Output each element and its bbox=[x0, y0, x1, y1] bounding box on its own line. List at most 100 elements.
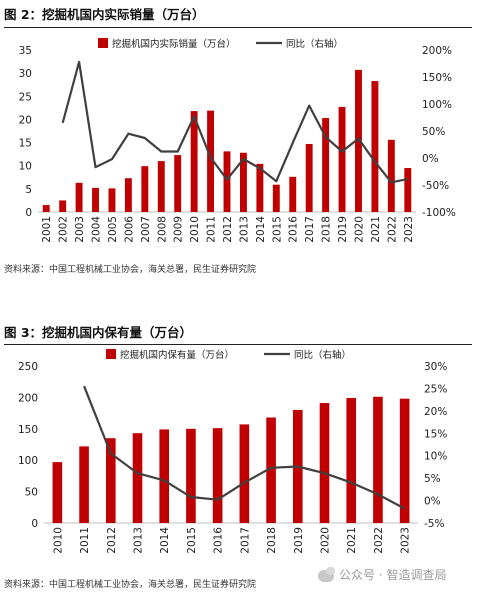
y2-tick-label: 10% bbox=[424, 451, 447, 463]
y2-tick-label: 5% bbox=[424, 473, 441, 485]
x-tick-label: 2023 bbox=[403, 216, 415, 243]
y-tick-label: 100 bbox=[18, 455, 38, 467]
bar bbox=[157, 161, 165, 212]
y2-tick-label: 50% bbox=[422, 126, 445, 138]
y-tick-label: 35 bbox=[19, 45, 32, 57]
bar bbox=[159, 429, 170, 523]
x-tick-label: 2006 bbox=[123, 216, 135, 243]
x-tick-label: 2009 bbox=[173, 216, 185, 243]
x-tick-label: 2004 bbox=[91, 216, 103, 243]
y2-tick-label: 20% bbox=[424, 406, 447, 418]
y-tick-label: 0 bbox=[31, 518, 38, 530]
y2-tick-label: 25% bbox=[424, 383, 447, 395]
y2-tick-label: 30% bbox=[424, 361, 447, 373]
y2-tick-label: 15% bbox=[424, 428, 447, 440]
y-tick-label: 5 bbox=[25, 184, 32, 196]
bar bbox=[305, 143, 313, 212]
x-tick-label: 2019 bbox=[293, 527, 305, 554]
figure-2-source: 资料来源：中国工程机械工业协会，海关总署，民生证券研究院 bbox=[4, 265, 257, 275]
bar bbox=[124, 178, 132, 212]
bar bbox=[42, 205, 50, 212]
bar bbox=[373, 396, 383, 523]
y2-tick-label: -50% bbox=[422, 180, 449, 192]
figure-3-title-rule bbox=[4, 344, 472, 345]
figure-2-title-rule bbox=[4, 27, 472, 28]
bar bbox=[174, 155, 182, 212]
sales-chart: 0 5 10 15 20 25 30 35 -100% -50% 0% 50% 100% 150% 200%… bbox=[19, 38, 456, 243]
y2-tick-label: 200% bbox=[422, 45, 452, 57]
bar bbox=[108, 188, 116, 212]
y-tick-label: 50 bbox=[25, 487, 38, 499]
x-tick-label: 2005 bbox=[107, 216, 119, 243]
x-tick-label: 2016 bbox=[288, 216, 300, 243]
bar bbox=[207, 110, 215, 212]
bar bbox=[256, 163, 264, 212]
x-tick-label: 2012 bbox=[222, 216, 234, 243]
bar bbox=[105, 438, 116, 523]
x-tick-label: 2017 bbox=[304, 216, 316, 243]
legend-line-label: 同比（右轴） bbox=[294, 349, 351, 361]
y-tick-label: 20 bbox=[19, 114, 32, 126]
x-tick-label: 2022 bbox=[386, 216, 398, 243]
x-tick-label: 2003 bbox=[74, 216, 86, 243]
bar bbox=[289, 176, 297, 212]
y-tick-label: 30 bbox=[19, 68, 32, 80]
y2-tick-label: -5% bbox=[424, 518, 444, 530]
figure-2-title: 图 2：挖掘机国内实际销量（万台） bbox=[4, 7, 205, 22]
bar bbox=[190, 111, 198, 212]
bar bbox=[239, 152, 247, 212]
bar bbox=[92, 187, 99, 212]
legend-line-label: 同比（右轴） bbox=[286, 38, 343, 50]
bar bbox=[399, 398, 410, 523]
x-tick-label: 2012 bbox=[106, 527, 118, 554]
y-tick-label: 200 bbox=[18, 392, 38, 404]
bar bbox=[132, 433, 143, 523]
bar bbox=[239, 424, 250, 523]
bar bbox=[52, 462, 63, 523]
x-tick-label: 2013 bbox=[133, 527, 145, 554]
x-tick-label: 2010 bbox=[189, 216, 201, 243]
x-tick-label: 2014 bbox=[255, 216, 267, 243]
bar bbox=[212, 428, 223, 523]
legend-bar-label: 挖掘机国内实际销量（万台） bbox=[112, 38, 236, 50]
x-tick-label: 2018 bbox=[266, 527, 278, 554]
x-tick-label: 2023 bbox=[400, 527, 412, 554]
y2-tick-label: 0% bbox=[424, 496, 441, 508]
watermark-text: 公众号 · 智造调查局 bbox=[339, 568, 447, 582]
x-tick-label: 2021 bbox=[370, 216, 382, 243]
y-tick-label: 0 bbox=[25, 207, 32, 219]
y2-tick-label: 0% bbox=[422, 153, 439, 165]
bar bbox=[223, 151, 231, 212]
bar bbox=[338, 106, 346, 212]
y-tick-label: 250 bbox=[18, 361, 38, 373]
bar bbox=[319, 403, 330, 523]
bar bbox=[322, 118, 330, 212]
x-tick-label: 2011 bbox=[206, 216, 218, 243]
x-tick-label: 2014 bbox=[159, 527, 171, 554]
figure-3-title: 图 3：挖掘机国内保有量（万台） bbox=[4, 325, 193, 340]
bar bbox=[141, 166, 149, 212]
legend-bar-swatch bbox=[98, 38, 108, 48]
legend-bar-swatch bbox=[106, 349, 116, 359]
x-tick-label: 2020 bbox=[353, 216, 365, 243]
bar bbox=[79, 446, 89, 523]
x-tick-label: 2001 bbox=[41, 216, 53, 243]
x-tick-label: 2021 bbox=[346, 527, 358, 554]
bar bbox=[387, 139, 395, 212]
x-tick-label: 2022 bbox=[373, 527, 385, 554]
y-tick-label: 25 bbox=[19, 91, 32, 103]
bar bbox=[346, 398, 357, 523]
x-tick-label: 2015 bbox=[271, 216, 283, 243]
y2-tick-label: 100% bbox=[422, 99, 452, 111]
x-tick-label: 2017 bbox=[239, 527, 251, 554]
y2-tick-label: -100% bbox=[422, 207, 456, 219]
bar bbox=[404, 168, 412, 212]
x-tick-label: 2018 bbox=[321, 216, 333, 243]
x-tick-label: 2010 bbox=[52, 527, 64, 554]
bar bbox=[355, 69, 362, 212]
bar bbox=[75, 182, 83, 212]
wechat-icon bbox=[318, 566, 335, 582]
x-tick-label: 2020 bbox=[320, 527, 332, 554]
y-tick-label: 15 bbox=[19, 138, 32, 150]
